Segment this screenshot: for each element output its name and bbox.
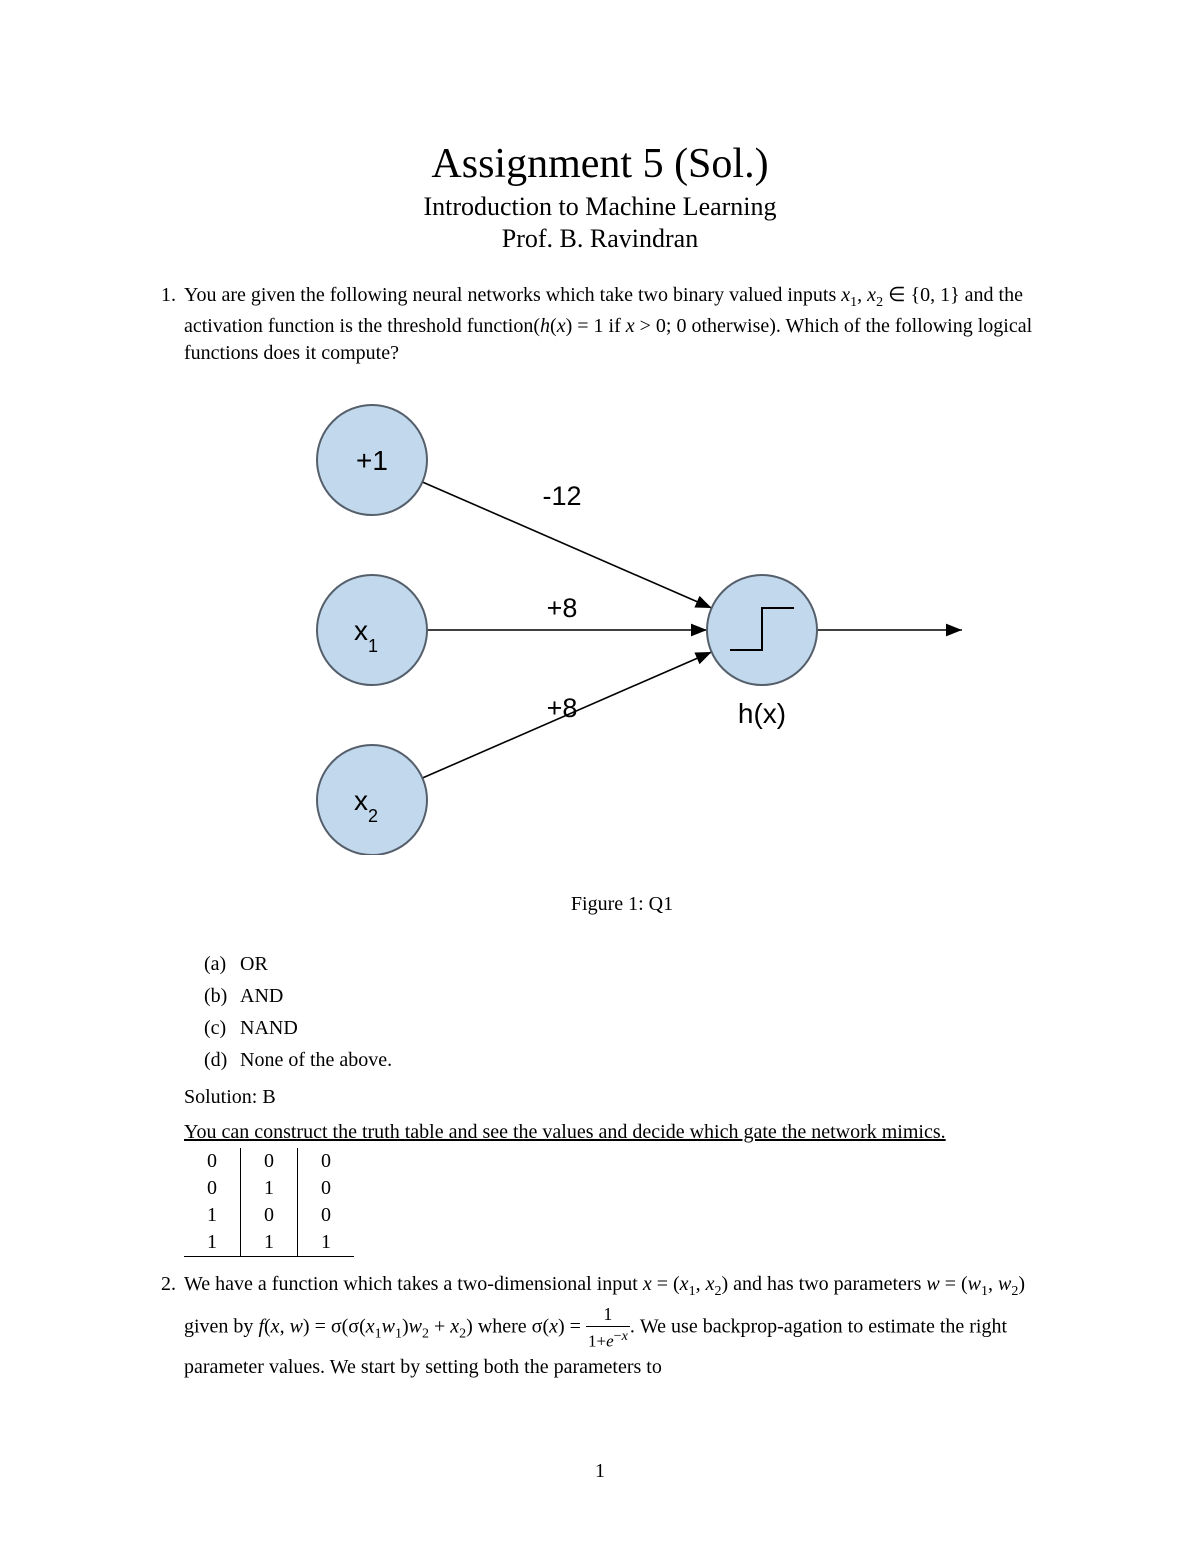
choice-text: OR (240, 948, 268, 980)
truth-cell: 0 (298, 1148, 355, 1175)
choice-item: (c)NAND (204, 1012, 1060, 1044)
truth-table: 000010100111 (184, 1148, 354, 1257)
page-author: Prof. B. Ravindran (140, 224, 1060, 254)
q1-number: 1. (140, 282, 184, 1257)
svg-text:+1: +1 (356, 445, 388, 476)
q1-solution-label: Solution: B (184, 1084, 1060, 1111)
truth-cell: 1 (241, 1229, 298, 1257)
truth-cell: 0 (184, 1175, 241, 1202)
truth-cell: 0 (241, 1148, 298, 1175)
svg-text:-12: -12 (542, 481, 581, 511)
page-title: Assignment 5 (Sol.) (140, 140, 1060, 188)
choice-text: AND (240, 980, 283, 1012)
svg-text:+8: +8 (547, 693, 578, 723)
q2-text: We have a function which takes a two-dim… (184, 1271, 1060, 1381)
svg-text:h(x): h(x) (738, 698, 786, 729)
q2-number: 2. (140, 1271, 184, 1381)
q1-figure: -12+8+8+1x1x2h(x) Figure 1: Q1 (184, 385, 1060, 938)
page-number: 1 (0, 1460, 1200, 1483)
truth-cell: 0 (241, 1202, 298, 1229)
choice-label: (d) (204, 1044, 240, 1076)
choice-item: (a)OR (204, 948, 1060, 980)
truth-cell: 1 (298, 1229, 355, 1257)
choice-label: (a) (204, 948, 240, 980)
page-subtitle: Introduction to Machine Learning (140, 192, 1060, 222)
truth-cell: 0 (298, 1175, 355, 1202)
truth-cell: 1 (184, 1202, 241, 1229)
choice-item: (b)AND (204, 980, 1060, 1012)
q1-solution-text: You can construct the truth table and se… (184, 1119, 1060, 1146)
choice-item: (d)None of the above. (204, 1044, 1060, 1076)
truth-cell: 0 (298, 1202, 355, 1229)
choice-label: (b) (204, 980, 240, 1012)
question-2: 2. We have a function which takes a two-… (140, 1271, 1060, 1381)
truth-cell: 0 (184, 1148, 241, 1175)
question-1: 1. You are given the following neural ne… (140, 282, 1060, 1257)
choice-text: NAND (240, 1012, 298, 1044)
q1-choices: (a)OR(b)AND(c)NAND(d)None of the above. (204, 948, 1060, 1076)
network-diagram: -12+8+8+1x1x2h(x) (262, 385, 982, 855)
q1-text: You are given the following neural netwo… (184, 282, 1060, 367)
figure-caption: Figure 1: Q1 (571, 891, 673, 918)
truth-cell: 1 (241, 1175, 298, 1202)
truth-cell: 1 (184, 1229, 241, 1257)
svg-text:+8: +8 (547, 593, 578, 623)
choice-label: (c) (204, 1012, 240, 1044)
choice-text: None of the above. (240, 1044, 392, 1076)
